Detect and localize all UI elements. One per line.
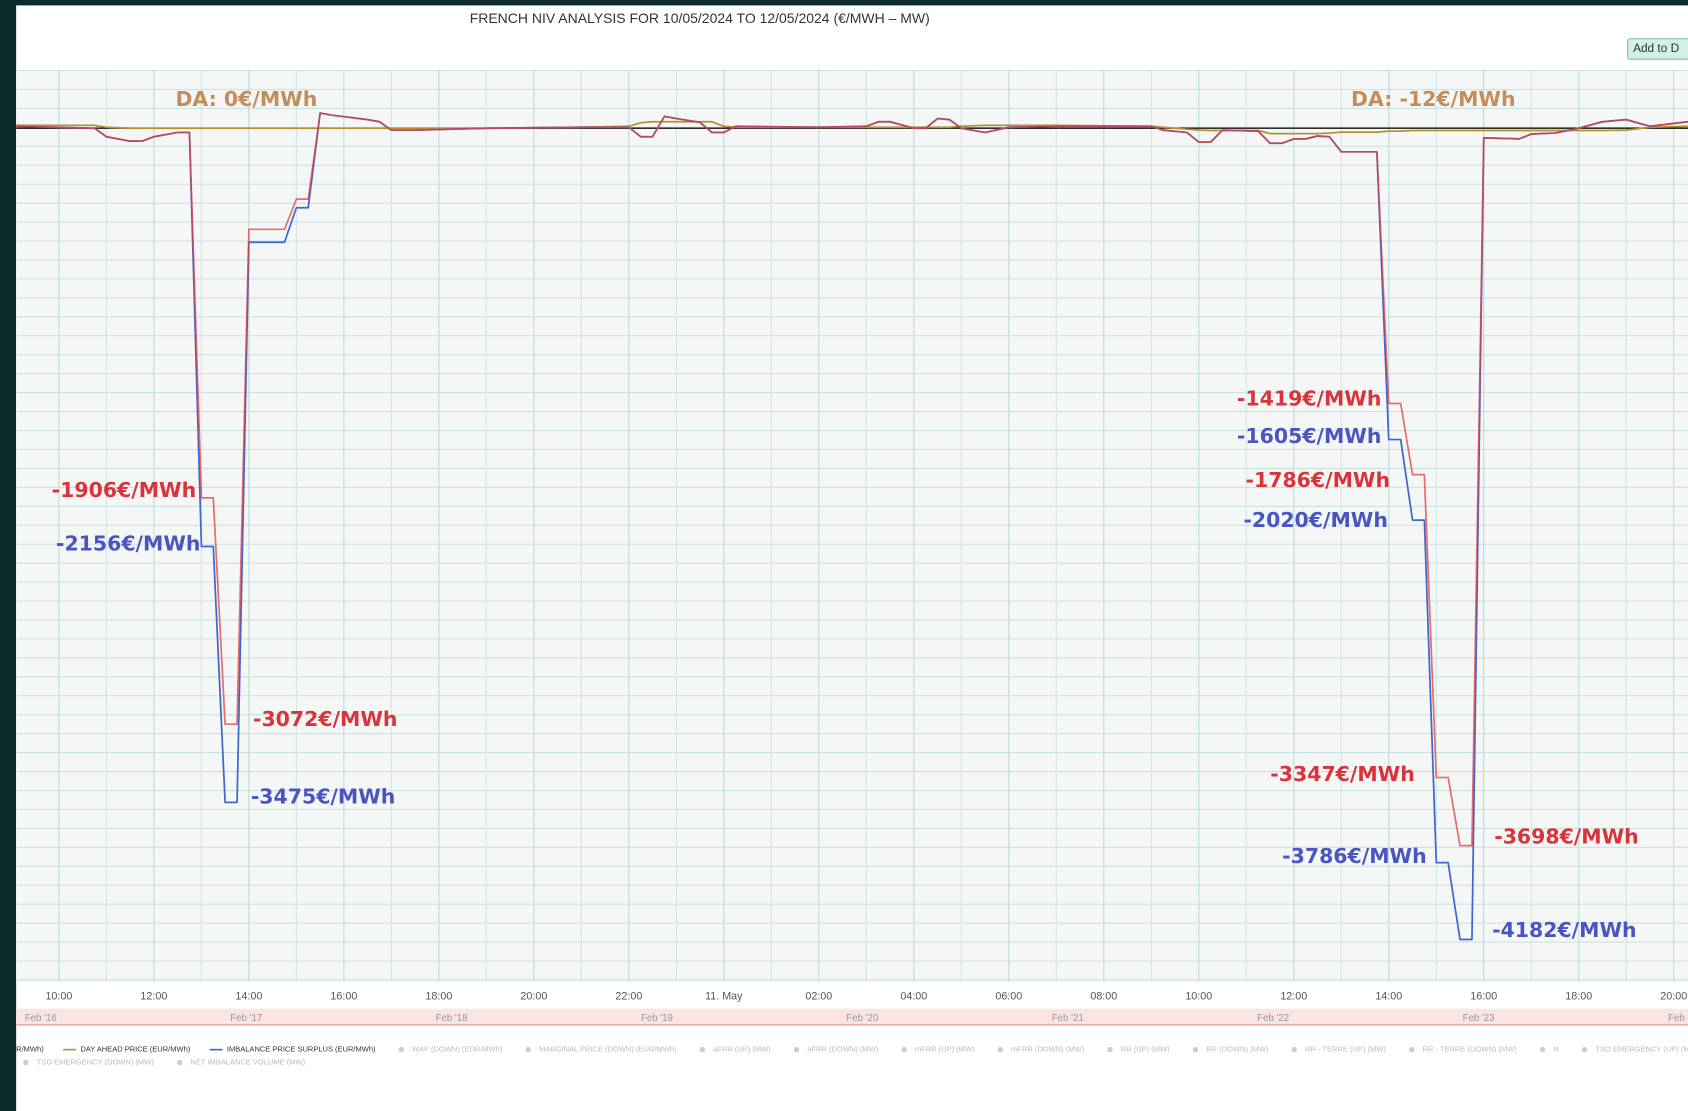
legend-label: MARGINAL PRICE (DOWN) (EUR/MWh) (539, 1045, 677, 1054)
x-tick-label: 12:00 (140, 991, 167, 1003)
x-tick-label: 14:00 (1375, 991, 1402, 1003)
annotation: -4182€/MWh (1492, 918, 1636, 942)
annotation: -1605€/MWh (1237, 424, 1381, 448)
navigator-label: Feb '23 (1463, 1013, 1495, 1024)
legend-label: mFRR (UP) (MW) (915, 1045, 975, 1054)
legend-swatch (699, 1046, 705, 1053)
series-line (16, 112, 1688, 847)
annotation: -1906€/MWh (52, 478, 196, 502)
legend-label: TSO EMERGENCY (UP) (MW) (1595, 1045, 1688, 1054)
legend-swatch (1192, 1046, 1199, 1053)
legend-label: RR - TERRE (UP) (MW) (1305, 1045, 1386, 1054)
legend-swatch (1581, 1046, 1588, 1053)
annotation: -1786€/MWh (1246, 468, 1390, 492)
x-tick-label: 18:00 (1565, 991, 1592, 1003)
navigator-label: Feb (1668, 1013, 1685, 1024)
annotation: -2156€/MWh (56, 532, 200, 556)
x-tick-label: 12:00 (1280, 991, 1307, 1003)
legend-swatch (1107, 1046, 1113, 1053)
legend-label: NET IMBALANCE VOLUME (MW) (190, 1058, 305, 1067)
navigator-label: Feb '21 (1052, 1013, 1084, 1024)
button-label[interactable]: Add to D (1633, 41, 1679, 55)
h-grid (16, 69, 1688, 982)
annotation: DA: -12€/MWh (1351, 87, 1516, 111)
legend-swatch (901, 1046, 907, 1053)
annotation: -1419€/MWh (1237, 386, 1381, 410)
navigator-label: Feb '22 (1257, 1013, 1289, 1024)
legend-swatch (1409, 1046, 1415, 1053)
legend-label: RR (UP) (MW) (1121, 1045, 1170, 1054)
legend-label: WAP (DOWN) (EUR/MWh) (412, 1045, 503, 1054)
navigator (16, 1008, 1688, 1026)
navigator-label: Feb '20 (846, 1013, 878, 1024)
x-tick-label: 02:00 (805, 991, 832, 1003)
x-tick-label: 22:00 (615, 991, 642, 1003)
legend-swatch (23, 1059, 29, 1066)
legend-label: RR (DOWN) (MW) (1206, 1045, 1269, 1054)
annotation: -3475€/MWh (251, 785, 395, 809)
x-tick-label: 14:00 (235, 991, 262, 1003)
navigator-label: Feb '16 (25, 1013, 57, 1024)
legend-label: aFRR (UP) (MW) (713, 1045, 771, 1054)
series-group (16, 112, 1688, 941)
legend-label: R/MWh) (16, 1045, 44, 1054)
x-tick-label: 06:00 (995, 991, 1022, 1003)
navigator-label: Feb '18 (436, 1013, 468, 1024)
annotation: DA: 0€/MWh (175, 87, 317, 111)
x-tick-label: 04:00 (900, 991, 927, 1003)
legend-swatch (398, 1046, 405, 1053)
annotation: -3072€/MWh (253, 707, 397, 731)
legend-label: RR - TERRE (DOWN) (MW) (1423, 1045, 1518, 1054)
x-tick-label: 16:00 (330, 991, 357, 1003)
navigator-label: Feb '19 (641, 1013, 673, 1024)
x-tick-label: 20:00 (1660, 991, 1687, 1003)
annotation: -3698€/MWh (1494, 825, 1638, 849)
legend-label: mFRR (DOWN) (MW) (1011, 1045, 1085, 1054)
legend-swatch (1539, 1046, 1546, 1053)
annotation: -3347€/MWh (1270, 762, 1414, 786)
legend-swatch (176, 1059, 183, 1066)
x-tick-label: 16:00 (1470, 991, 1497, 1003)
legend-swatch (793, 1046, 800, 1053)
legend-label: aFRR (DOWN) (MW) (807, 1045, 878, 1054)
legend-label: IMBALANCE PRICE SURPLUS (EUR/MWh) (227, 1045, 376, 1054)
chart-title: FRENCH NIV ANALYSIS FOR 10/05/2024 TO 12… (470, 10, 930, 26)
button-box[interactable] (1627, 38, 1688, 60)
legend-label: TSO EMERGENCY (DOWN) (MW) (37, 1058, 155, 1067)
x-tick-label: 10:00 (1185, 991, 1212, 1003)
button[interactable]: Add to D (1627, 38, 1688, 60)
legend-swatch (997, 1046, 1004, 1053)
annotation: -3786€/MWh (1282, 844, 1426, 868)
legend-label: N (1553, 1045, 1558, 1054)
x-tick-label: 08:00 (1090, 991, 1117, 1003)
x-tick-label: 20:00 (520, 991, 547, 1003)
x-tick-label: 10:00 (45, 991, 72, 1003)
legend-swatch (525, 1046, 531, 1053)
legend-label: DAY AHEAD PRICE (EUR/MWh) (80, 1045, 190, 1054)
x-tick-label: 18:00 (425, 991, 452, 1003)
legend-swatch (1291, 1046, 1297, 1053)
annotation: -2020€/MWh (1243, 508, 1387, 532)
x-tick-label: 11. May (705, 991, 743, 1003)
navigator-label: Feb '17 (230, 1013, 262, 1024)
